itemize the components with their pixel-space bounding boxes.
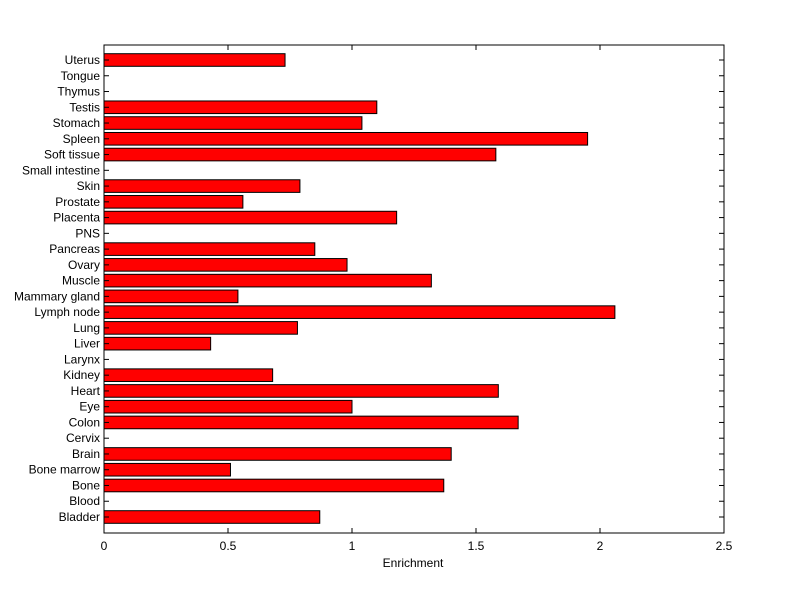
bar-testis (103, 100, 378, 115)
y-tick-label-tongue: Tongue (61, 69, 101, 83)
bar-lymph-node (103, 305, 616, 319)
y-tick-label-spleen: Spleen (63, 132, 100, 146)
y-tick-label-lymph-node: Lymph node (34, 305, 100, 319)
bar-colon (103, 415, 519, 430)
bar-mammary-gland (103, 289, 239, 304)
y-tick-label-bladder: Bladder (59, 510, 100, 524)
y-tick-label-liver: Liver (74, 337, 100, 351)
bar-skin (103, 179, 301, 193)
y-tick-label-muscle: Muscle (62, 274, 100, 288)
y-tick-label-kidney: Kidney (63, 368, 100, 382)
bar-uterus (103, 53, 286, 67)
x-tick-label-0: 0 (101, 539, 108, 553)
y-tick-label-testis: Testis (69, 100, 100, 114)
bar-bladder (103, 510, 321, 524)
plot-frame (103, 44, 725, 534)
y-tick-label-bone: Bone (72, 478, 100, 492)
x-tick-label-5: 2.5 (716, 539, 733, 553)
bar-spleen (103, 131, 589, 146)
y-tick-label-stomach: Stomach (53, 116, 100, 130)
bar-bone (103, 478, 445, 493)
y-tick-label-soft-tissue: Soft tissue (44, 148, 100, 162)
bar-prostate (103, 195, 244, 209)
y-tick-label-prostate: Prostate (55, 195, 100, 209)
y-tick-label-bone-marrow: Bone marrow (29, 463, 101, 477)
y-tick-label-pns: PNS (75, 226, 100, 240)
bar-heart (103, 384, 499, 398)
bar-ovary (103, 258, 348, 272)
bar-bone-marrow (103, 462, 231, 477)
y-tick-label-blood: Blood (69, 494, 100, 508)
x-tick-label-3: 1.5 (468, 539, 485, 553)
y-tick-label-placenta: Placenta (53, 211, 100, 225)
bar-brain (103, 447, 452, 461)
x-axis-label: Enrichment (383, 556, 444, 570)
y-tick-label-heart: Heart (71, 384, 101, 398)
y-tick-label-pancreas: Pancreas (49, 242, 100, 256)
y-tick-label-colon: Colon (69, 415, 100, 429)
bar-eye (103, 399, 353, 414)
y-tick-label-mammary-gland: Mammary gland (14, 289, 100, 303)
y-tick-label-cervix: Cervix (66, 431, 100, 445)
y-tick-label-uterus: Uterus (65, 53, 100, 67)
bar-muscle (103, 273, 432, 288)
y-tick-label-larynx: Larynx (64, 352, 100, 366)
bar-lung (103, 321, 298, 335)
bar-soft-tissue (103, 147, 497, 162)
x-tick-label-2: 1 (349, 539, 356, 553)
bar-pancreas (103, 242, 316, 256)
bar-stomach (103, 116, 363, 130)
y-tick-label-brain: Brain (72, 447, 100, 461)
bar-placenta (103, 210, 398, 225)
x-tick-label-1: 0.5 (220, 539, 237, 553)
y-tick-label-thymus: Thymus (57, 85, 100, 99)
y-tick-label-lung: Lung (73, 321, 100, 335)
y-tick-label-ovary: Ovary (68, 258, 100, 272)
bar-kidney (103, 368, 274, 382)
x-tick-label-4: 2 (597, 539, 604, 553)
y-tick-label-small-intestine: Small intestine (22, 163, 100, 177)
y-tick-label-skin: Skin (77, 179, 100, 193)
y-tick-label-eye: Eye (79, 400, 100, 414)
bar-liver (103, 336, 212, 351)
